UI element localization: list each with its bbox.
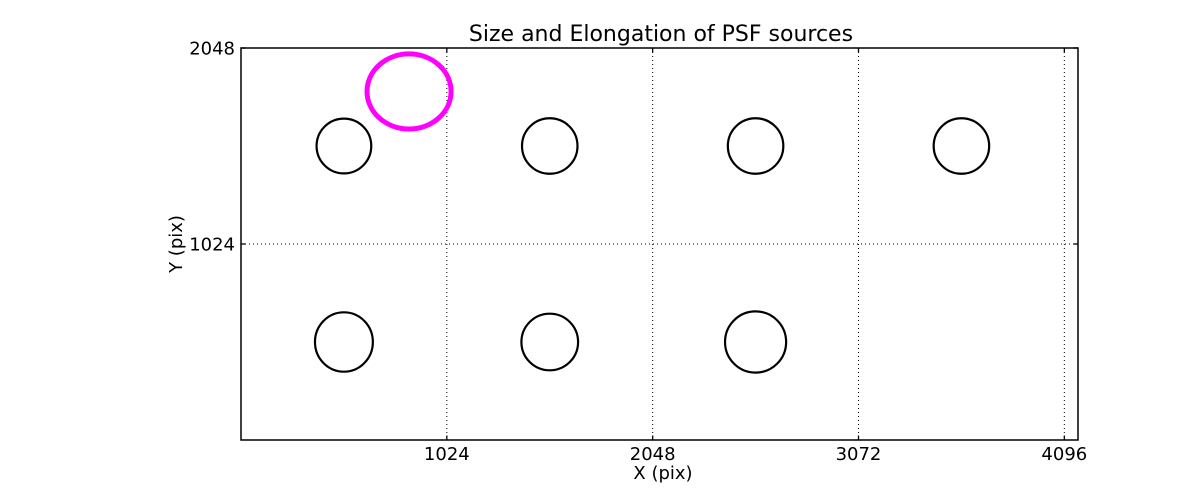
psf-source [520, 117, 579, 175]
y-tick-label: 1024 [189, 235, 235, 256]
psf-source [932, 117, 991, 175]
gridlines-layer [241, 48, 1078, 440]
x-tick-label: 4096 [1041, 444, 1087, 465]
y-tick-label: 2048 [189, 39, 235, 60]
psf-source [726, 117, 785, 175]
psf-source [315, 117, 373, 175]
y-axis-label: Y (pix) [166, 215, 187, 274]
x-tick-label: 2048 [630, 444, 676, 465]
axes-frame [240, 47, 1079, 441]
psf-source [723, 310, 788, 374]
psf-source-flagged [364, 51, 454, 132]
plot-area [241, 48, 1078, 440]
plot-title: Size and Elongation of PSF sources [469, 22, 853, 47]
psf-source [313, 311, 374, 373]
psf-source [520, 312, 580, 372]
x-tick-label: 3072 [836, 444, 882, 465]
tick-labels-layer: 1024 2048 3072 4096 1024 2048 [189, 39, 1087, 466]
psf-sources-layer [313, 51, 991, 374]
x-axis-label: X (pix) [633, 463, 692, 484]
x-tick-label: 1024 [424, 444, 470, 465]
